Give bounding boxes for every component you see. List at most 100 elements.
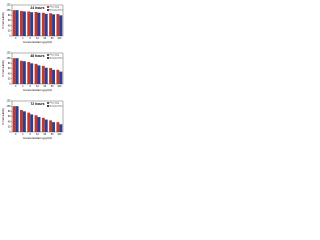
bar — [41, 117, 45, 132]
y-axis-title: % Cell viability — [1, 107, 5, 124]
legend-label: Free drug — [50, 54, 60, 57]
bar — [20, 10, 23, 37]
bar — [30, 12, 34, 36]
bar — [27, 11, 31, 37]
x-tick-label: 0 — [15, 37, 17, 40]
y-tick-label: 0 — [9, 35, 11, 38]
x-tick-label: 10 — [36, 37, 39, 40]
bar — [20, 60, 23, 84]
y-tick-label: 80 — [8, 110, 11, 113]
bar — [41, 65, 45, 84]
x-tick-label: 50 — [51, 37, 54, 40]
y-axis-title: % Cell viability — [1, 59, 5, 76]
bar — [22, 11, 26, 37]
bar — [49, 67, 53, 84]
x-tick-label: 100 — [57, 85, 62, 88]
bar — [15, 10, 19, 36]
legend-swatch — [47, 102, 49, 104]
x-tick-label: 10 — [36, 133, 39, 136]
y-tick-label: 40 — [8, 72, 11, 75]
x-axis-title: Concentration (µg/ml) — [23, 88, 52, 92]
x-tick-label: 100 — [57, 133, 62, 136]
x-tick-label: 5 — [30, 133, 32, 136]
x-tick-label: 100 — [57, 37, 62, 40]
y-tick-label: 20 — [8, 29, 11, 32]
x-tick-label: 50 — [51, 85, 54, 88]
chart-title: 48 hours — [30, 54, 44, 58]
bar — [15, 58, 19, 84]
legend-swatch — [47, 105, 49, 107]
x-tick-label: 1 — [22, 37, 24, 40]
bar — [22, 61, 26, 84]
y-tick-label: 40 — [8, 120, 11, 123]
bar — [20, 110, 23, 132]
bar — [52, 14, 55, 37]
y-tick-label: 20 — [8, 125, 11, 128]
y-tick-label: 120 — [7, 4, 12, 7]
bar — [12, 58, 16, 84]
x-tick-label: 25 — [43, 37, 46, 40]
x-tick-label: 25 — [43, 133, 46, 136]
bar — [22, 111, 26, 132]
bar — [34, 11, 38, 37]
bar — [59, 124, 63, 132]
legend-label: Nanoparticles — [50, 9, 64, 12]
bar — [49, 120, 53, 132]
bar — [27, 62, 31, 84]
x-tick-label: 25 — [43, 85, 46, 88]
x-axis-title: Concentration (µg/ml) — [23, 40, 52, 44]
x-tick-label: 5 — [30, 37, 32, 40]
bar — [52, 69, 55, 84]
bar — [30, 63, 34, 84]
bar — [30, 114, 34, 132]
bar — [37, 12, 41, 36]
bar — [59, 15, 63, 37]
y-tick-label: 0 — [9, 131, 11, 134]
chart-title: 72 hours — [30, 102, 44, 106]
page: 0 20 40 60 80 100 120 0 1 5 10 25 50 100 24 hours Conce… — [1, 3, 64, 140]
y-tick-label: 100 — [7, 105, 12, 108]
x-tick-label: 0 — [15, 85, 17, 88]
legend-swatch — [47, 54, 49, 56]
y-tick-label: 0 — [9, 83, 11, 86]
x-tick-label: 5 — [30, 85, 32, 88]
y-tick-label: 80 — [8, 14, 11, 17]
bar — [12, 10, 16, 36]
chart-title: 24 hours — [30, 6, 44, 10]
x-tick-label: 1 — [22, 133, 24, 136]
bar — [56, 69, 60, 84]
y-tick-label: 40 — [8, 24, 11, 27]
bar — [41, 12, 45, 36]
x-axis-title: Concentration (µg/ml) — [23, 136, 52, 140]
bar — [12, 106, 16, 132]
x-tick-label: 50 — [51, 133, 54, 136]
legend-label: Free drug — [50, 6, 60, 9]
bar — [44, 119, 48, 132]
bar — [44, 13, 48, 36]
bar — [37, 65, 41, 84]
bar — [27, 112, 31, 132]
bar — [49, 13, 53, 36]
y-tick-label: 120 — [7, 100, 12, 103]
legend-swatch — [47, 57, 49, 59]
y-tick-label: 20 — [8, 77, 11, 80]
x-tick-label: 10 — [36, 85, 39, 88]
y-tick-label: 100 — [7, 9, 12, 12]
bar — [37, 117, 41, 132]
bar — [44, 67, 48, 84]
y-tick-label: 60 — [8, 19, 11, 22]
y-tick-label: 60 — [8, 67, 11, 70]
legend-label: Free drug — [50, 102, 60, 105]
legend-label: Nanoparticles — [50, 57, 64, 60]
bar — [52, 122, 55, 132]
x-tick-label: 0 — [15, 133, 17, 136]
y-tick-label: 80 — [8, 62, 11, 65]
y-axis-title: % Cell viability — [1, 11, 5, 28]
x-tick-label: 1 — [22, 85, 24, 88]
bar — [15, 106, 19, 132]
legend-swatch — [47, 9, 49, 11]
